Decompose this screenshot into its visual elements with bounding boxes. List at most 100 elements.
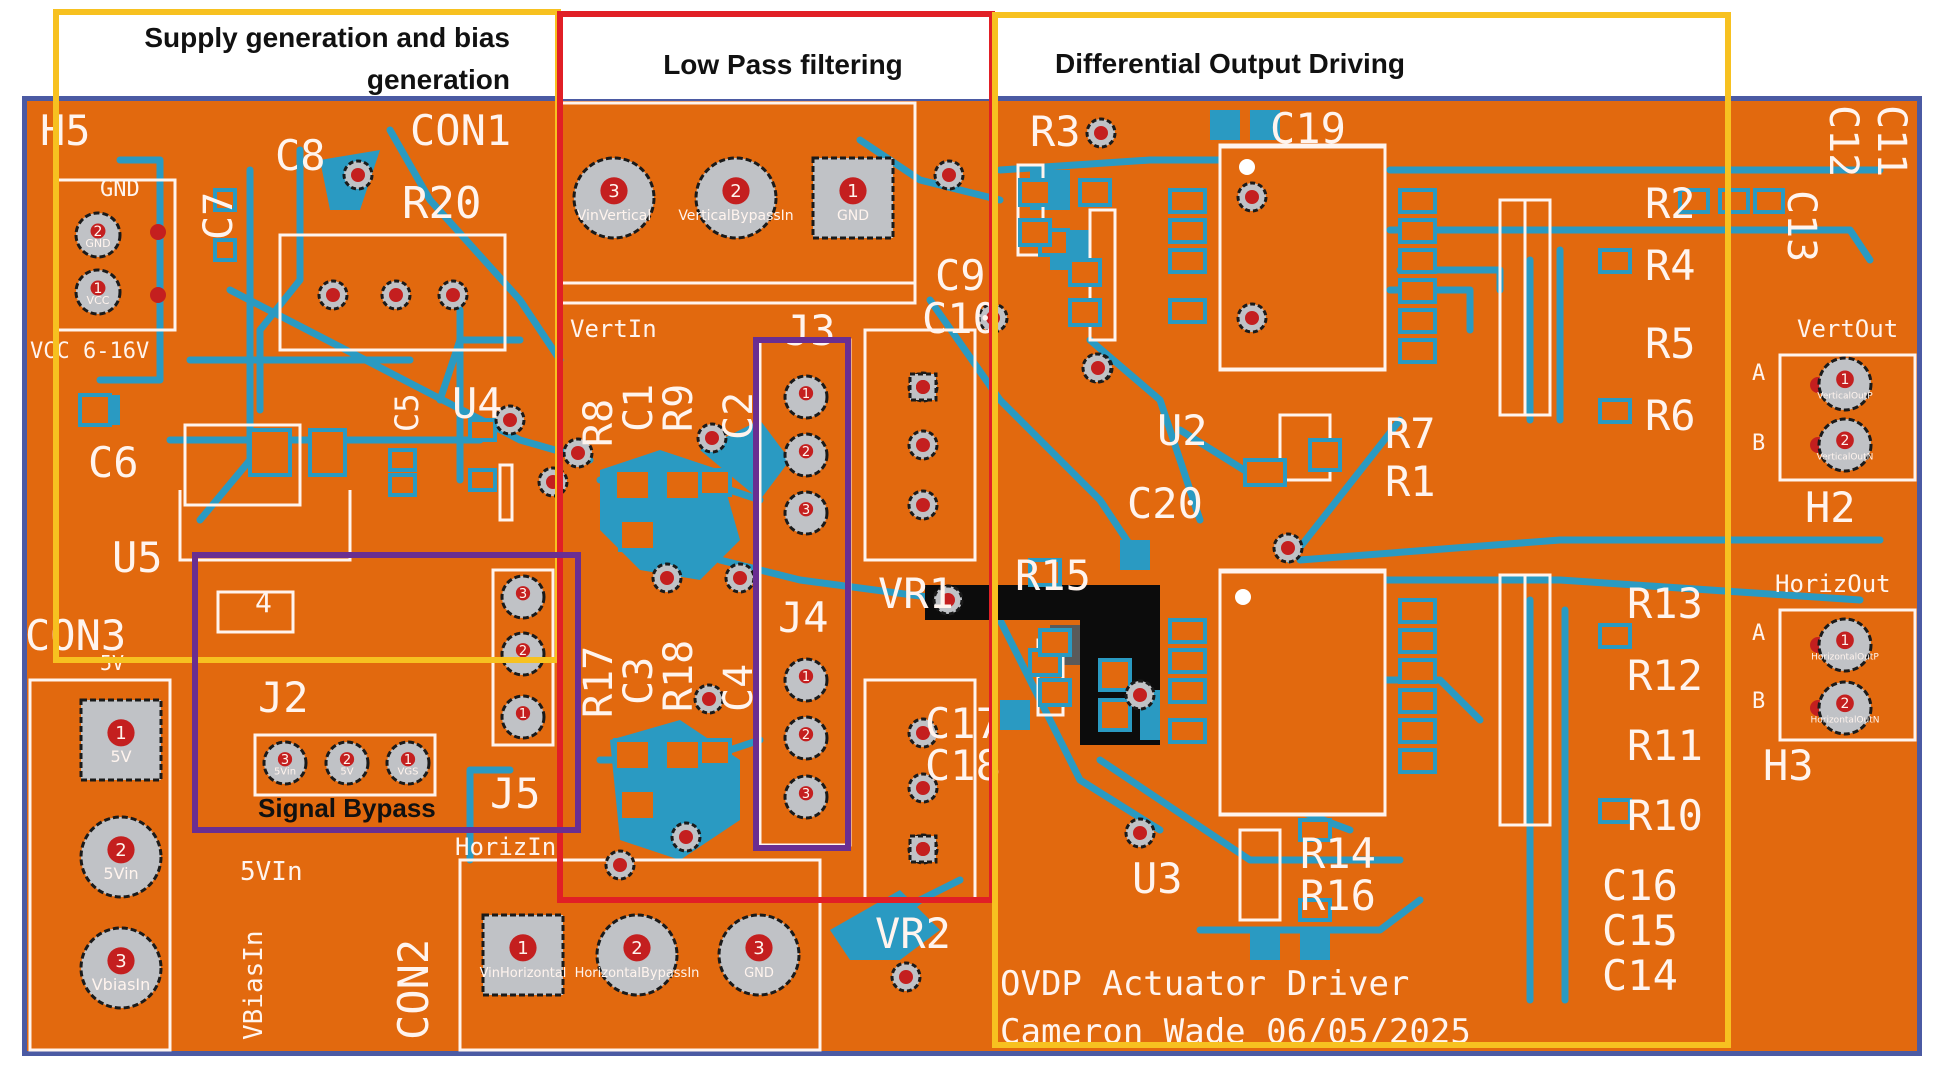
horizout-pin-1: 1 HorizontalOutP xyxy=(1811,617,1879,673)
con2-pin-number: 2 xyxy=(631,938,642,959)
label-j3: J3 xyxy=(785,306,836,355)
label-u3: U3 xyxy=(1132,854,1183,903)
con2-pin-number: 3 xyxy=(753,938,764,959)
j2-pin-name: VGS xyxy=(398,767,419,778)
section-headers: Supply generation and bias generation Lo… xyxy=(144,22,1405,823)
label-r12: R12 xyxy=(1627,651,1703,700)
label-pin-b1: B xyxy=(1752,431,1765,456)
label-c8: C8 xyxy=(275,131,326,180)
con2-pin-3: 3 GND xyxy=(717,913,801,997)
label-r15: R15 xyxy=(1015,551,1091,600)
label-u2: U2 xyxy=(1157,406,1208,455)
label-pin-a2: A xyxy=(1752,621,1765,646)
j2-pin-name: 5V xyxy=(340,767,353,778)
output-section-box xyxy=(992,12,1731,1048)
con1-pin-number: 3 xyxy=(608,181,619,202)
j4-pin-number: 2 xyxy=(802,728,810,743)
label-r16: R16 xyxy=(1300,871,1376,920)
label-r9: R9 xyxy=(656,384,702,432)
horizout-pin-2: 2 HorizontalOutN xyxy=(1810,680,1880,736)
through-hole-square-pads xyxy=(908,372,938,864)
label-con3: CON3 xyxy=(25,611,126,660)
horizout-pin-number: 2 xyxy=(1841,696,1850,712)
con1-pin-number: 2 xyxy=(730,181,741,202)
j4-pin-1: 1 xyxy=(783,657,829,703)
label-horizin: HorizIn xyxy=(455,833,556,861)
vertout-pin-name: VerticalOutP xyxy=(1817,391,1873,401)
label-vbiasin: VBiasIn xyxy=(239,930,269,1040)
label-r13: R13 xyxy=(1627,579,1703,628)
gnd-vcc-pin-number: 1 xyxy=(94,281,103,297)
label-r3: R3 xyxy=(1030,107,1081,156)
label-vertin: VertIn xyxy=(570,315,657,343)
label-pin-a1: A xyxy=(1752,361,1765,386)
con2-pin-number: 1 xyxy=(517,938,528,959)
label-h5: H5 xyxy=(40,106,91,155)
u3-body xyxy=(1218,570,1387,816)
con1-pin-1: 3 VinVertical xyxy=(572,156,656,240)
horizout-pin-number: 1 xyxy=(1841,633,1850,649)
label-pin-b2: B xyxy=(1752,689,1765,714)
con1-pin-2: 2 VerticalBypassIn xyxy=(678,156,794,240)
vertout-pin-1: 1 VerticalOutP xyxy=(1817,356,1873,412)
label-r17: R17 xyxy=(576,646,622,718)
j3-pin-number: 3 xyxy=(802,503,810,518)
j4-pin-2: 2 xyxy=(783,715,829,761)
section-header-backgrounds xyxy=(59,15,1725,99)
label-r7: R7 xyxy=(1385,409,1436,458)
j5-pin-3: 1 xyxy=(500,694,546,740)
con3-pin-1: 15V xyxy=(79,698,163,782)
j2-pin-number: 2 xyxy=(343,753,351,768)
label-c1: C1 xyxy=(616,384,662,432)
u2-body xyxy=(1218,145,1387,371)
label-c9: C9 xyxy=(935,251,986,300)
label-u5: U5 xyxy=(112,533,163,582)
con3-pin-name: VbiasIn xyxy=(92,975,151,994)
section-boxes xyxy=(53,9,1731,1048)
label-con2: CON2 xyxy=(389,939,438,1040)
gnd-vcc-pin-name: VCC xyxy=(87,294,110,307)
supply-title-line2: generation xyxy=(367,64,510,95)
label-j4: J4 xyxy=(778,593,829,642)
j5-pin-1: 3 xyxy=(500,574,546,620)
label-c7: C7 xyxy=(196,192,242,240)
label-horizout: HorizOut xyxy=(1775,570,1891,598)
vertout-pin-number: 2 xyxy=(1841,433,1850,449)
con3-pin-3: 3 VbiasIn xyxy=(79,926,163,1010)
con2-pin-name: GND xyxy=(744,966,774,981)
label-r5: R5 xyxy=(1645,319,1696,368)
j2-pin-2: 25V xyxy=(324,740,370,786)
label-c16: C16 xyxy=(1602,861,1678,910)
gnd-vcc-pin-name: GND xyxy=(85,237,110,250)
label-c15: C15 xyxy=(1602,906,1678,955)
horizout-pin-name: HorizontalOutN xyxy=(1810,715,1879,725)
horizout-pin-name: HorizontalOutP xyxy=(1811,652,1879,662)
label-vr1: VR1 xyxy=(878,569,954,618)
label-c20: C20 xyxy=(1127,479,1203,528)
j3-pin-number: 1 xyxy=(802,387,810,402)
label-r18: R18 xyxy=(656,640,702,712)
label-5vin: 5VIn xyxy=(240,857,303,887)
con1-pin-3: 1 GND xyxy=(811,156,895,240)
label-c14: C14 xyxy=(1602,951,1678,1000)
smd-pads xyxy=(78,178,1785,922)
label-h2: H2 xyxy=(1805,483,1856,532)
j5-pin-2: 2 xyxy=(500,631,546,677)
label-r11: R11 xyxy=(1627,721,1703,770)
label-u4: U4 xyxy=(452,379,503,428)
label-c13: C13 xyxy=(1778,190,1824,262)
label-r10: R10 xyxy=(1627,791,1703,840)
con1-pin-name: GND xyxy=(837,208,869,224)
j2-pin-number: 3 xyxy=(281,753,289,768)
label-r14: R14 xyxy=(1300,829,1376,878)
j2-pin-number: 1 xyxy=(404,753,412,768)
label-r1: R1 xyxy=(1385,457,1436,506)
label-con1: CON1 xyxy=(410,106,511,155)
vertout-pin-name: VerticalOutN xyxy=(1817,452,1874,462)
con1-pin-name: VerticalBypassIn xyxy=(678,208,793,224)
gnd-vcc-pin-number: 2 xyxy=(94,224,103,240)
j3-pin-2: 2 xyxy=(783,432,829,478)
label-c6: C6 xyxy=(88,438,139,487)
